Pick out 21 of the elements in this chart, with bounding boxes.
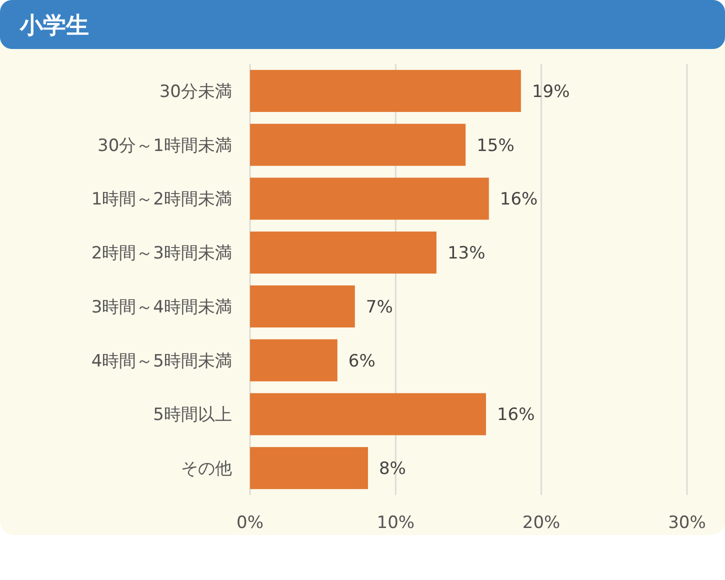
title: 小学生 [0, 0, 725, 49]
y-tick-label: 30分～1時間未満 [98, 136, 232, 156]
x-tick-label: 20% [522, 513, 560, 533]
data-label: 16% [500, 190, 538, 210]
x-tick-label: 30% [668, 513, 706, 533]
y-tick-label: 5時間以上 [153, 405, 232, 426]
y-tick-label: 2時間～3時間未満 [91, 244, 232, 264]
y-tick-label: 1時間～2時間未満 [91, 190, 232, 210]
data-label: 6% [348, 351, 376, 372]
data-label: 15% [476, 136, 514, 156]
data-label: 16% [496, 405, 535, 426]
x-tick-label: 10% [376, 513, 415, 533]
data-label: 19% [532, 82, 570, 102]
x-tick-label: 0% [236, 513, 264, 533]
data-label: 13% [447, 244, 486, 264]
y-tick-label: 30分未満 [159, 82, 232, 102]
y-tick-label: 4時間～5時間未満 [91, 351, 232, 372]
data-label: 7% [366, 297, 393, 318]
data-label: 8% [378, 459, 406, 480]
y-tick-label: 3時間～4時間未満 [91, 297, 232, 318]
y-tick-label: その他 [181, 459, 232, 480]
